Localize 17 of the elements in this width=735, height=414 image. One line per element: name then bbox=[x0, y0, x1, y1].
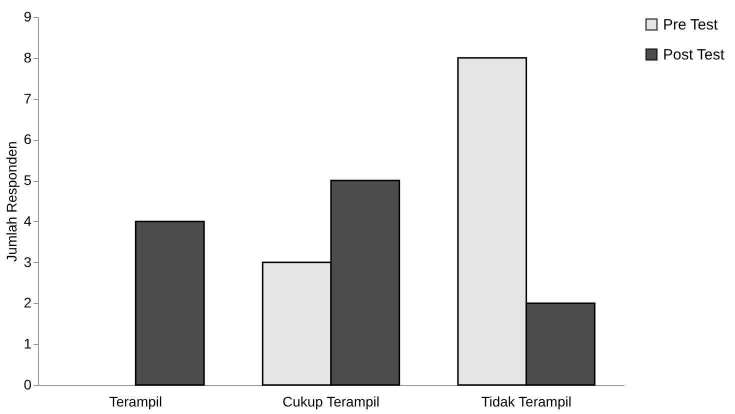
y-tick-label: 6 bbox=[24, 131, 32, 148]
y-tick-label: 0 bbox=[24, 376, 32, 392]
legend-label: Pre Test bbox=[663, 16, 719, 34]
y-tick-label: 5 bbox=[24, 172, 32, 188]
x-tick-label: Terampil bbox=[109, 394, 162, 410]
y-axis-title: Jumlah Responden bbox=[4, 141, 20, 262]
y-tick-label: 7 bbox=[24, 90, 32, 106]
x-tick-label: Tidak Terampil bbox=[481, 394, 572, 410]
legend-label: Post Test bbox=[663, 46, 726, 64]
y-tick-label: 8 bbox=[24, 49, 32, 66]
y-tick-label: 9 bbox=[24, 8, 32, 24]
bar bbox=[134, 220, 205, 386]
y-tick-label: 3 bbox=[24, 254, 32, 270]
y-tick-label: 1 bbox=[24, 336, 32, 352]
x-tick-label: Cukup Terampil bbox=[282, 394, 380, 410]
y-tick-label: 2 bbox=[24, 294, 32, 311]
y-tick-label: 4 bbox=[24, 212, 32, 229]
